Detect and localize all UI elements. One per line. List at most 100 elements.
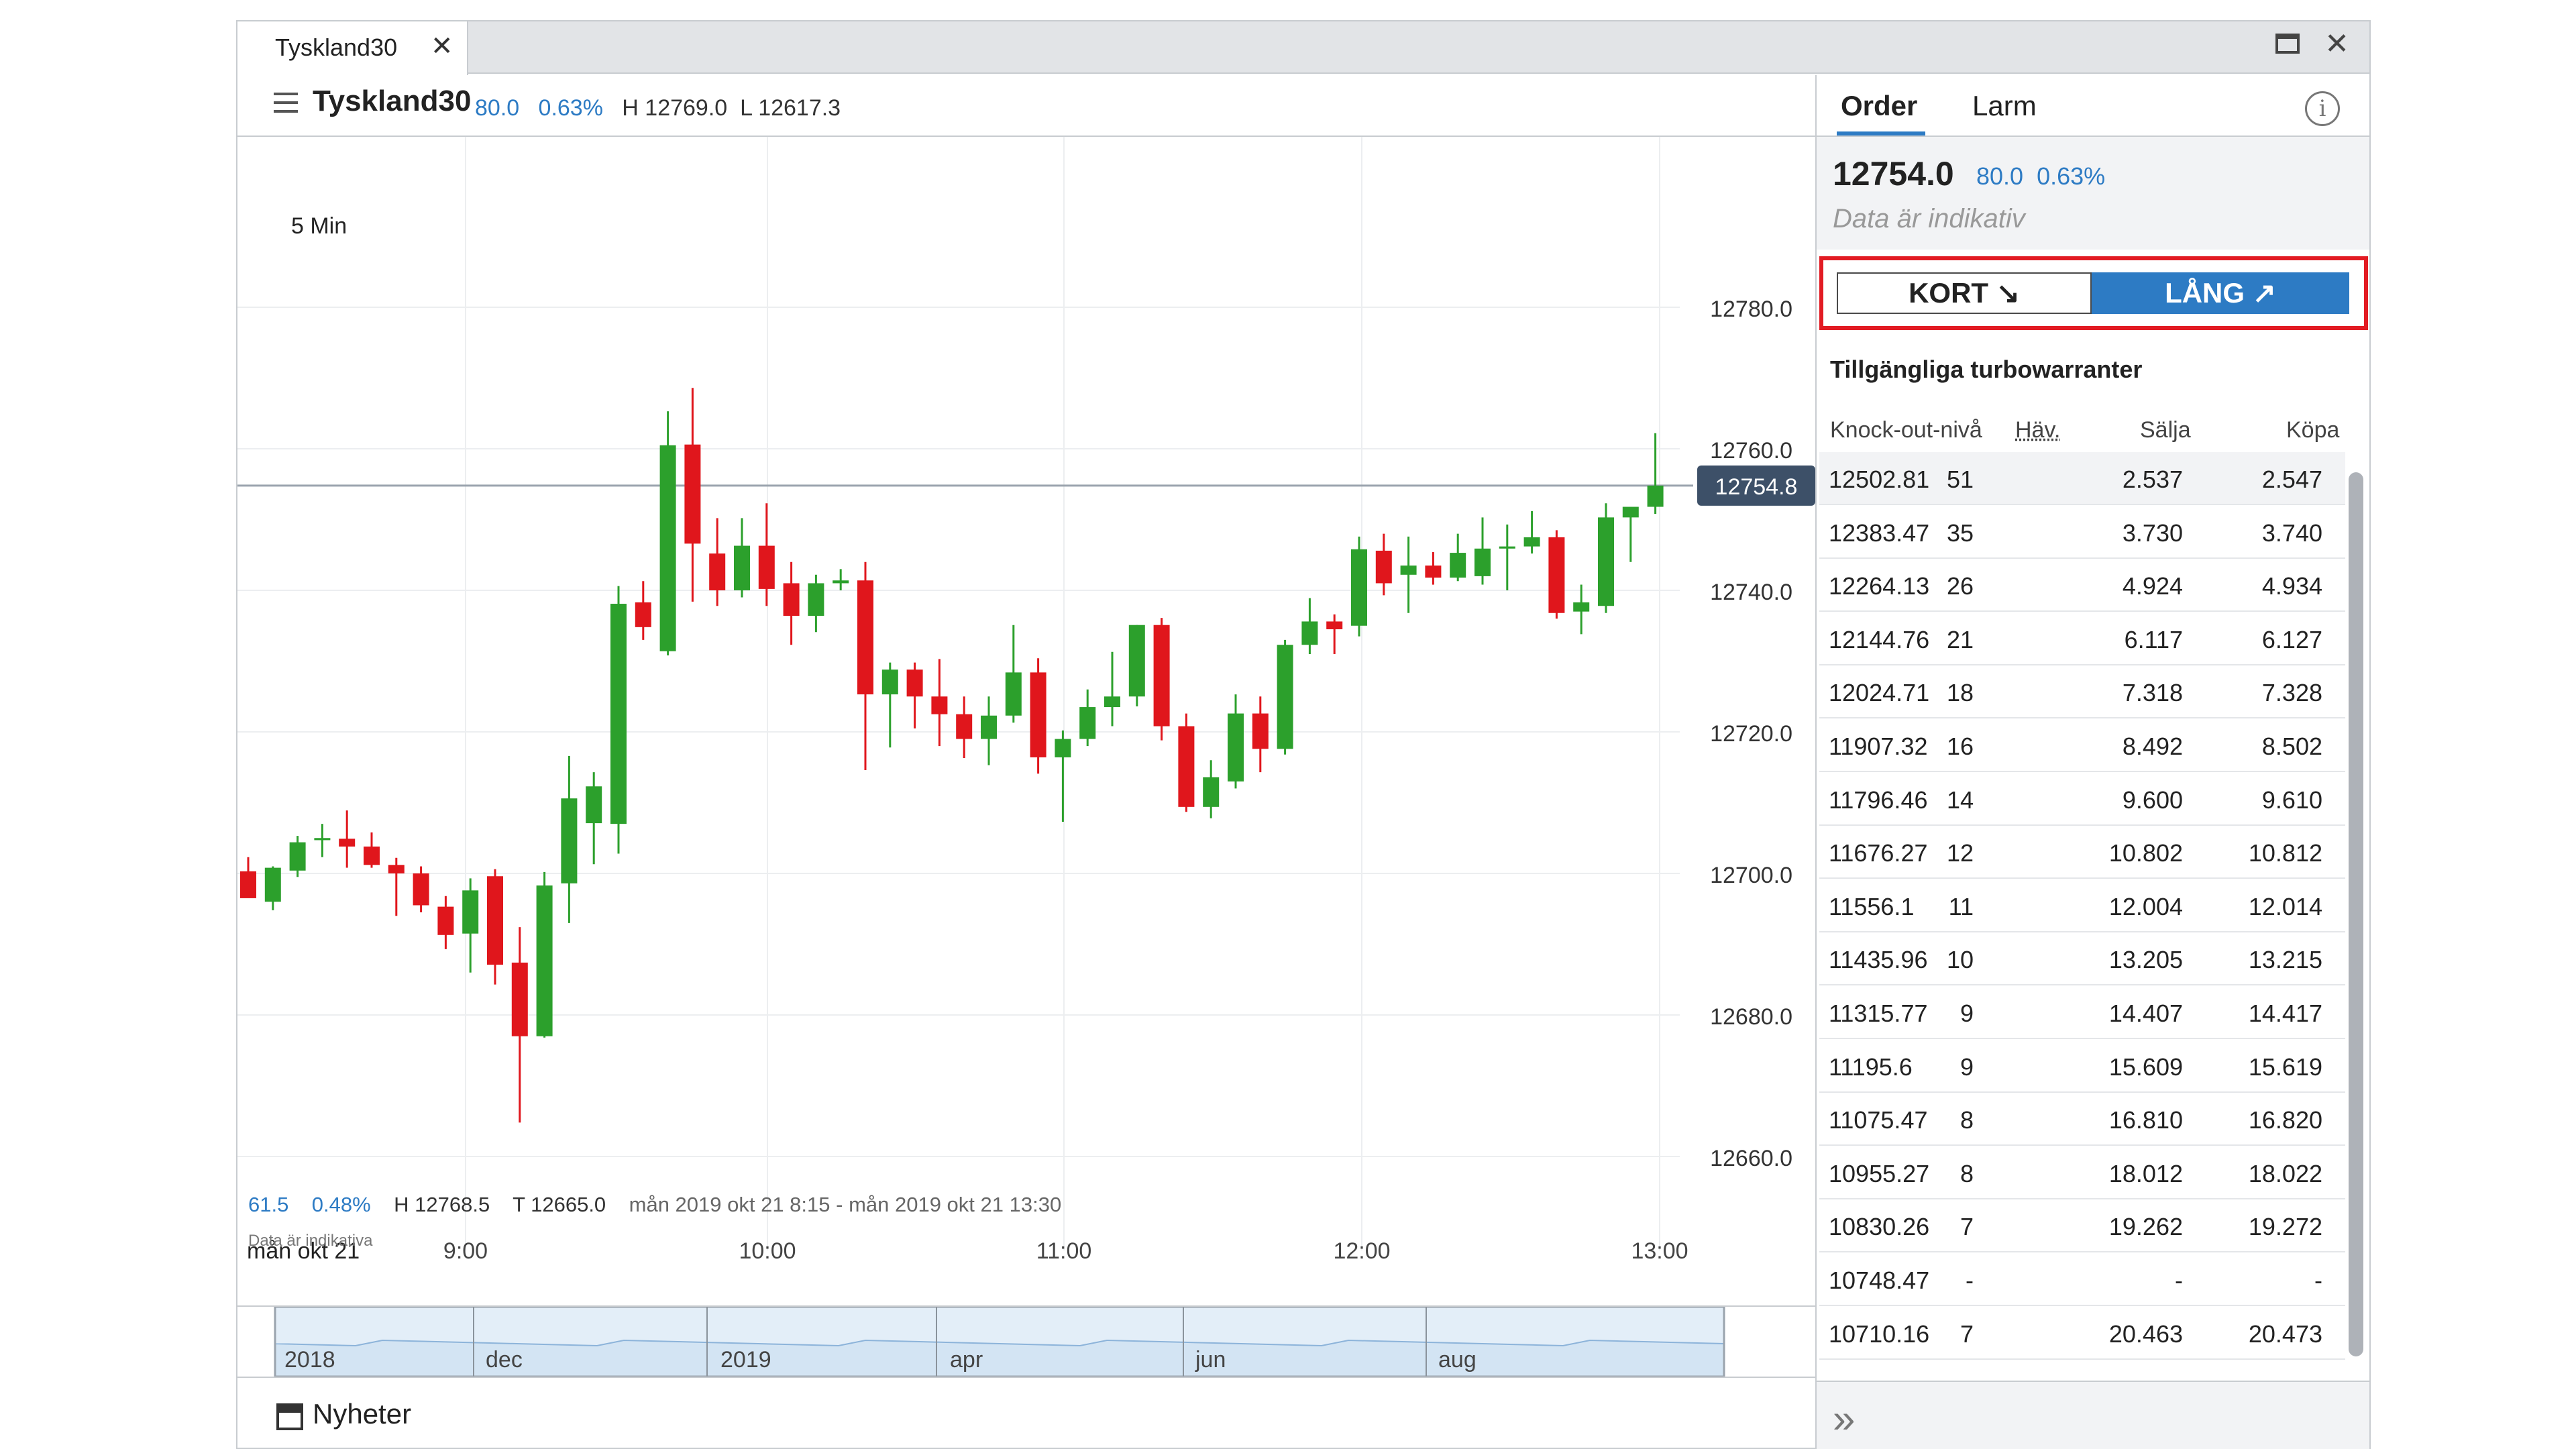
candle-down	[758, 545, 775, 589]
chart-legend: 61.5 0.48% H 12768.5 T 12665.0 mån 2019 …	[248, 1193, 1061, 1217]
y-tick-label: 12720.0	[1710, 721, 1792, 747]
table-row[interactable]: 11315.77 9 14.407 14.417	[1819, 986, 2345, 1039]
table-row[interactable]: 12383.47 35 3.730 3.740	[1819, 506, 2345, 559]
candle-up	[1622, 506, 1639, 518]
table-row[interactable]: 11556.1 11 12.004 12.014	[1819, 879, 2345, 932]
table-row[interactable]: 12264.13 26 4.924 4.934	[1819, 559, 2345, 612]
col-knockout[interactable]: Knock-out-nivå	[1830, 417, 1982, 443]
knockout-cell: 12144.76	[1829, 625, 1930, 653]
tab-tyskland30[interactable]: Tyskland30 ✕	[237, 21, 468, 75]
buy-cell: 7.328	[2261, 679, 2322, 707]
short-button[interactable]: KORT ↘	[1837, 272, 2092, 314]
y-tick-label: 12660.0	[1710, 1146, 1792, 1171]
leverage-cell: 9	[1960, 1000, 1974, 1027]
candle-down	[437, 906, 454, 935]
buy-cell: 6.127	[2261, 625, 2322, 653]
candle-up	[1128, 625, 1145, 697]
knockout-cell: 11796.46	[1829, 786, 1928, 814]
sell-cell: 20.463	[2108, 1320, 2183, 1348]
table-row[interactable]: 11907.32 16 8.492 8.502	[1819, 719, 2345, 772]
x-tick-label: 10:00	[739, 1238, 796, 1264]
navigator-label: apr	[950, 1347, 983, 1373]
sell-cell: 15.609	[2108, 1053, 2183, 1081]
candlestick-chart-svg[interactable]: 12780.0 12760.0 12740.0 12720.0 12700.0 12680…	[237, 137, 1815, 1288]
table-row[interactable]: 10955.27 8 18.012 18.022	[1819, 1146, 2345, 1199]
knockout-cell: 10955.27	[1829, 1159, 1930, 1187]
sell-cell: 9.600	[2122, 786, 2183, 814]
sell-cell: 10.802	[2108, 839, 2183, 867]
time-navigator[interactable]: 2018 dec 2019 apr jun aug	[237, 1305, 1815, 1378]
quote-box: 12754.0 80.0 0.63% Data är indikativ	[1817, 137, 2369, 250]
sell-cell: 19.262	[2108, 1213, 2183, 1241]
long-button[interactable]: LÅNG ↗	[2092, 272, 2349, 314]
table-scrollbar[interactable]	[2349, 472, 2363, 1356]
price-chart[interactable]: 12780.0 12760.0 12740.0 12720.0 12700.0 12680…	[237, 137, 1815, 1288]
instrument-low: L 12617.3	[740, 95, 841, 121]
candle-up	[1598, 517, 1614, 606]
table-row[interactable]: 11195.6 9 15.609 15.619	[1819, 1040, 2345, 1093]
candle-up	[1005, 672, 1022, 716]
leverage-cell: 7	[1960, 1213, 1974, 1241]
navigator-label: jun	[1195, 1347, 1226, 1373]
instrument-window: Tyskland30 ✕ ✕ Tyskland30 80.0 0.63% H 1…	[236, 20, 2371, 1449]
table-row[interactable]: 11676.27 12 10.802 10.812	[1819, 826, 2345, 879]
col-leverage[interactable]: Häv.	[2015, 417, 2061, 443]
leverage-cell: 8	[1960, 1159, 1974, 1187]
table-row[interactable]: 12144.76 21 6.117 6.127	[1819, 612, 2345, 665]
legend-low: T 12665.0	[513, 1193, 606, 1216]
knockout-cell: 11315.77	[1829, 1000, 1928, 1027]
buy-cell: 10.812	[2248, 839, 2322, 867]
candle-down	[240, 871, 256, 898]
candle-up	[264, 867, 281, 902]
legend-change-pct: 0.48%	[311, 1193, 371, 1216]
maximize-icon[interactable]	[2275, 34, 2300, 54]
col-sell[interactable]: Sälja	[2140, 417, 2191, 443]
table-row[interactable]: 11075.47 8 16.810 16.820	[1819, 1093, 2345, 1146]
candle-up	[659, 445, 676, 651]
tab-order[interactable]: Order	[1841, 90, 1918, 121]
buy-cell: 20.473	[2248, 1320, 2322, 1348]
buy-cell: 16.820	[2248, 1106, 2322, 1134]
table-row[interactable]: 10748.47 - - -	[1819, 1253, 2345, 1306]
table-row[interactable]: 10830.26 7 19.262 19.272	[1819, 1199, 2345, 1253]
candle-up	[289, 842, 306, 871]
legend-high: H 12768.5	[394, 1193, 490, 1216]
news-label[interactable]: Nyheter	[313, 1398, 412, 1430]
tab-bar: Tyskland30 ✕ ✕	[237, 21, 2369, 75]
buy-cell: 19.272	[2248, 1213, 2322, 1241]
y-tick-label: 12780.0	[1710, 297, 1792, 322]
table-row[interactable]: 11435.96 10 13.205 13.215	[1819, 932, 2345, 986]
table-row[interactable]: 12024.71 18 7.318 7.328	[1819, 665, 2345, 719]
legend-note: Data är indikativa	[248, 1232, 373, 1250]
x-tick-label: 12:00	[1333, 1238, 1390, 1264]
navigator-svg[interactable]: 2018 dec 2019 apr jun aug	[237, 1305, 1815, 1378]
window-close-icon[interactable]: ✕	[2324, 28, 2349, 60]
col-buy[interactable]: Köpa	[2286, 417, 2340, 443]
tab-close-icon[interactable]: ✕	[431, 32, 453, 61]
table-row[interactable]: 12502.81 51 2.537 2.547	[1819, 452, 2345, 505]
leverage-cell: 14	[1946, 786, 1974, 814]
candle-up	[881, 669, 898, 695]
tab-larm[interactable]: Larm	[1972, 90, 2037, 121]
table-row[interactable]: 11796.46 14 9.600 9.610	[1819, 773, 2345, 826]
hamburger-menu-icon[interactable]	[274, 93, 298, 113]
knockout-cell: 11556.1	[1829, 892, 1915, 920]
candle-down	[931, 696, 948, 714]
timeframe-label[interactable]: 5 Min	[291, 213, 347, 239]
info-icon[interactable]: i	[2305, 91, 2340, 126]
panel-tabs: Order Larm i	[1817, 75, 2369, 137]
table-row[interactable]: 10710.16 7 20.463 20.473	[1819, 1307, 2345, 1360]
tab-title: Tyskland30	[275, 34, 398, 61]
candle-down	[1153, 625, 1170, 727]
quote-price: 12754.0	[1833, 155, 1954, 193]
x-tick-label: 13:00	[1631, 1238, 1688, 1264]
news-bar[interactable]: Nyheter	[237, 1377, 1815, 1449]
collapse-panel-icon[interactable]: »	[1833, 1396, 1856, 1441]
candle-up	[462, 890, 479, 934]
quote-change-value: 80.0	[1976, 162, 2024, 190]
y-tick-label: 12740.0	[1710, 580, 1792, 605]
candle-up	[536, 885, 553, 1036]
instrument-name: Tyskland30	[313, 85, 472, 117]
leverage-cell: 8	[1960, 1106, 1974, 1134]
candle-down	[388, 865, 405, 873]
